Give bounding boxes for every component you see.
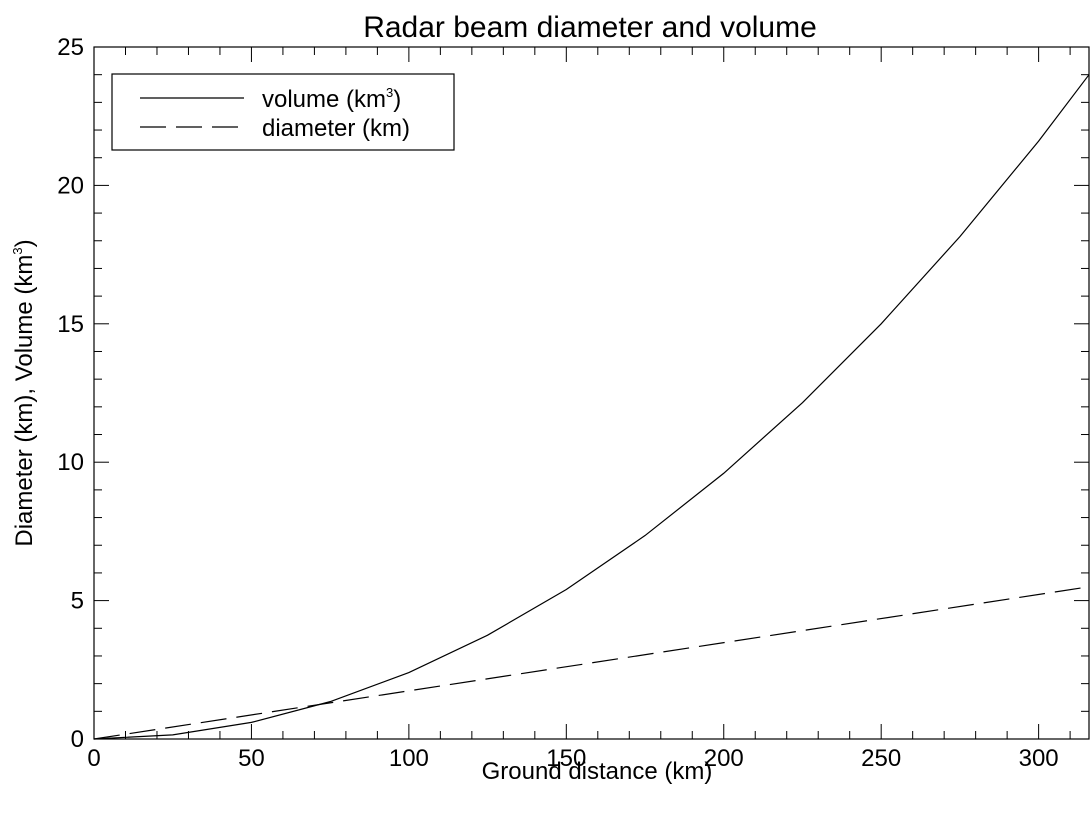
- series-diameter-line: [93, 586, 1090, 740]
- y-tick-label: 5: [71, 588, 84, 615]
- y-tick-label: 10: [57, 449, 84, 476]
- legend-label-volume-end: ): [393, 86, 401, 113]
- x-tick-label: 100: [389, 745, 429, 772]
- y-tick-label: 25: [57, 34, 84, 61]
- y-tick-label: 0: [71, 726, 84, 753]
- axis-ticks: [93, 46, 1089, 740]
- x-tick-label: 250: [861, 745, 901, 772]
- legend-label-volume-base: volume (km: [262, 86, 386, 113]
- x-tick-label: 0: [87, 745, 100, 772]
- series-volume-line: [93, 74, 1090, 740]
- y-axis-label-sup: 3: [10, 247, 25, 254]
- legend-label-diameter: diameter (km): [262, 115, 410, 142]
- x-tick-label: 150: [546, 745, 586, 772]
- y-tick-label: 15: [57, 311, 84, 338]
- legend-label-volume-sup: 3: [386, 85, 393, 100]
- legend-box: [111, 73, 455, 151]
- y-axis-label-end: ): [11, 239, 38, 247]
- legend-label-volume: volume (km3): [262, 85, 401, 113]
- x-axis-label: Ground distance (km): [482, 758, 713, 785]
- plot-frame: [93, 46, 1090, 740]
- y-tick-label: 20: [57, 172, 84, 199]
- x-tick-label: 300: [1019, 745, 1059, 772]
- y-axis-label-base: Diameter (km), Volume (km: [11, 255, 38, 547]
- series-lines: [93, 74, 1090, 740]
- x-tick-label: 200: [704, 745, 744, 772]
- chart-title: Radar beam diameter and volume: [363, 11, 817, 44]
- axis-tick-labels: 0 50 100 150 200 250 300 0 5 10 15 20 25: [57, 34, 1058, 772]
- x-tick-label: 50: [238, 745, 265, 772]
- y-axis-label: Diameter (km), Volume (km3): [10, 239, 38, 546]
- legend: volume (km3) diameter (km): [111, 73, 455, 151]
